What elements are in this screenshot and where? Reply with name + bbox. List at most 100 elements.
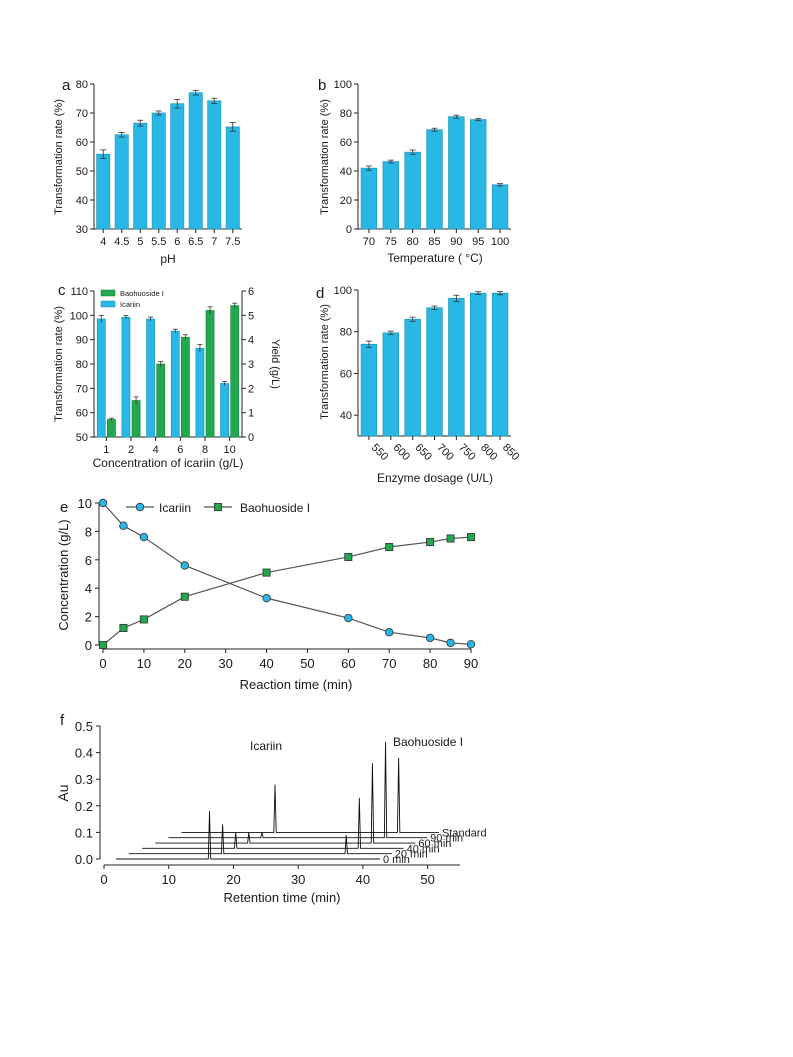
panel-f-xlabel: Retention time (min)	[223, 890, 340, 905]
panel-c-legend-label-baohuoside: Baohuoside I	[120, 289, 164, 298]
panel-f-y-tick-label: 0.1	[75, 825, 93, 840]
panel-c-bar-baohuoside	[107, 419, 116, 438]
panel-f-trace	[116, 811, 380, 860]
panel-a-x-tick-label: 4	[100, 236, 106, 248]
panel-c-bar-icariin	[170, 330, 180, 438]
panel-e-legend-marker-baohuoside	[213, 502, 222, 511]
panel-c-y-tick-label: 60	[76, 408, 88, 420]
panel-e-point-icariin	[139, 532, 149, 542]
panel-f-letter: f	[60, 712, 65, 729]
panel-c-bar-icariin	[220, 383, 229, 438]
panel-a-y-tick-label: 80	[76, 79, 88, 91]
panel-b-xlabel: Temperature ( °C)	[387, 251, 483, 265]
panel-b-y-tick-label: 0	[346, 224, 352, 236]
panel-c-right-y-tick-label: 6	[248, 286, 254, 298]
panel-b-bar	[448, 116, 465, 230]
panel-f-ylabel: Au	[55, 784, 71, 801]
panel-f: f Retention time (min) Au	[55, 712, 341, 905]
panel-a-y-tick-label: 70	[76, 108, 88, 120]
panel-a-bar	[133, 122, 148, 230]
panel-a-x-tick-label: 6	[174, 236, 180, 248]
panel-a-ylabel: Transformation rate (%)	[53, 99, 65, 215]
panel-f-x-tick-label: 30	[291, 872, 305, 887]
panel-e-point-icariin	[344, 613, 353, 623]
panel-e-x-tick-label: 60	[341, 656, 355, 671]
panel-a-x-tick-label: 6.5	[188, 236, 203, 248]
panel-c-bar-icariin	[96, 318, 106, 438]
panel-e-x-tick-label: 90	[464, 656, 478, 671]
panel-c-bar-icariin	[195, 347, 205, 438]
panel-e-y-tick-label: 6	[85, 553, 92, 568]
panel-f-trace-label: 20 min	[395, 849, 428, 861]
panel-b-x-tick-label: 90	[450, 236, 462, 248]
panel-e-point-icariin	[425, 633, 435, 643]
panel-e-y-tick-label: 8	[85, 524, 92, 539]
panel-b-x-tick-label: 75	[385, 236, 397, 248]
panel-c-right-y-tick-label: 1	[248, 408, 254, 420]
panel-b-letter: b	[318, 77, 326, 94]
panel-c-y-tick-label: 80	[76, 359, 88, 371]
panel-c-right-y-tick-label: 5	[248, 310, 254, 322]
panel-b-x-tick-label: 95	[472, 236, 484, 248]
panel-a-y-tick-label: 60	[76, 137, 88, 149]
panel-a-letter: a	[62, 77, 71, 94]
panel-c-bar-baohuoside	[156, 363, 166, 438]
panel-f-trace-label: 40 min	[407, 843, 440, 855]
panel-d-y-tick-label: 80	[340, 327, 352, 339]
panel-c-legend-swatch-icariin	[100, 300, 116, 308]
panel-c-bar-baohuoside	[131, 400, 141, 438]
panel-c-bar-baohuoside	[205, 310, 215, 438]
panel-a-bar	[114, 134, 129, 230]
panel-f-y-tick-label: 0.3	[75, 772, 93, 787]
panel-e-point-icariin	[180, 561, 189, 570]
panel-c-right-y-tick-label: 4	[248, 335, 254, 347]
panel-b-bar	[470, 119, 487, 230]
panel-c-x-tick-label: 8	[202, 444, 208, 456]
panel-a-bar	[96, 153, 111, 230]
panel-f-trace-label: Standard	[442, 827, 487, 839]
panel-f-y-tick-label: 0.2	[75, 799, 93, 814]
panel-c-x-tick-label: 4	[153, 444, 159, 456]
panel-f-trace	[155, 763, 416, 844]
panel-b-bar	[404, 151, 421, 230]
panel-c-letter: c	[58, 282, 66, 299]
panel-e-x-tick-label: 20	[178, 656, 192, 671]
panel-d-bar	[470, 292, 487, 437]
panel-d-bar	[404, 318, 421, 437]
panel-d-bar	[448, 298, 465, 437]
panel-d-letter: d	[316, 285, 324, 302]
panel-e-x-tick-label: 10	[137, 656, 151, 671]
panel-e-point-baohuoside	[385, 543, 394, 552]
panel-a-bar	[151, 112, 166, 230]
panel-c: c Concentration of icariin (g/L) Transfo…	[53, 282, 281, 470]
panel-d-bar	[360, 343, 378, 437]
panel-b-y-tick-label: 20	[340, 195, 352, 207]
panel-b-bar	[491, 184, 509, 230]
panel-e-letter: e	[60, 499, 68, 516]
panel-f-x-tick-label: 50	[420, 872, 434, 887]
panel-e-ylabel: Concentration (g/L)	[56, 519, 71, 630]
panel-e: e Reaction time (min) Concentration (g/L…	[56, 499, 352, 692]
panel-f-x-tick-label: 10	[161, 872, 175, 887]
panel-a-x-tick-label: 5.5	[151, 236, 166, 248]
panel-b-x-tick-label: 85	[428, 236, 440, 248]
panel-f-x-tick-label: 40	[356, 872, 370, 887]
panel-a-bar	[188, 92, 203, 230]
panel-c-y-tick-label: 100	[70, 310, 88, 322]
panel-c-right-y-tick-label: 2	[248, 383, 254, 395]
panel-d-bar	[426, 307, 443, 437]
panel-c-legend-swatch-baohuoside	[100, 289, 116, 297]
panel-e-x-tick-label: 70	[382, 656, 396, 671]
panel-e-point-baohuoside	[426, 538, 435, 547]
panel-f-peak-label-baohuoside: Baohuoside I	[393, 735, 463, 749]
panel-a: a pH Transformation rate (%)	[53, 77, 176, 266]
panel-b-ylabel: Transformation rate (%)	[319, 99, 331, 215]
panel-e-point-baohuoside	[119, 623, 128, 632]
panel-d-y-tick-label: 40	[340, 410, 352, 422]
panel-b-y-tick-label: 80	[340, 108, 352, 120]
panel-e-legend-label-icariin: Icariin	[159, 501, 191, 515]
panel-b-x-tick-label: 100	[491, 236, 509, 248]
panel-c-right-y-tick-label: 3	[248, 359, 254, 371]
panel-c-bar-icariin	[146, 318, 155, 438]
